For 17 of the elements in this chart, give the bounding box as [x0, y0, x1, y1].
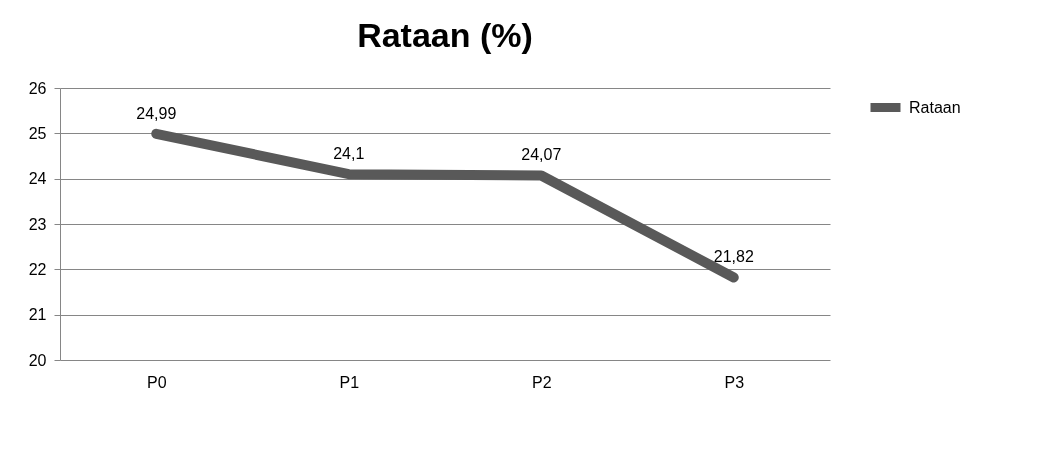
y-tick-label: 24 — [28, 170, 47, 188]
data-label: 24,1 — [333, 145, 365, 163]
data-label: 21,82 — [713, 248, 754, 266]
x-tick-label: P1 — [339, 373, 360, 391]
y-tick-label: 25 — [28, 124, 47, 142]
y-tick-label: 21 — [28, 306, 47, 324]
data-label: 24,07 — [521, 146, 562, 164]
y-tick-label: 23 — [28, 215, 47, 233]
chart-title: Rataan (%) — [357, 16, 533, 54]
x-tick-label: P3 — [724, 373, 745, 391]
y-tick-label: 26 — [28, 79, 47, 97]
y-tick-label: 20 — [28, 351, 47, 369]
x-tick-label: P2 — [531, 373, 552, 391]
legend-label: Rataan — [909, 98, 961, 116]
y-tick-label: 22 — [28, 260, 47, 278]
data-label: 24,99 — [136, 104, 177, 122]
x-tick-label: P0 — [146, 373, 167, 391]
